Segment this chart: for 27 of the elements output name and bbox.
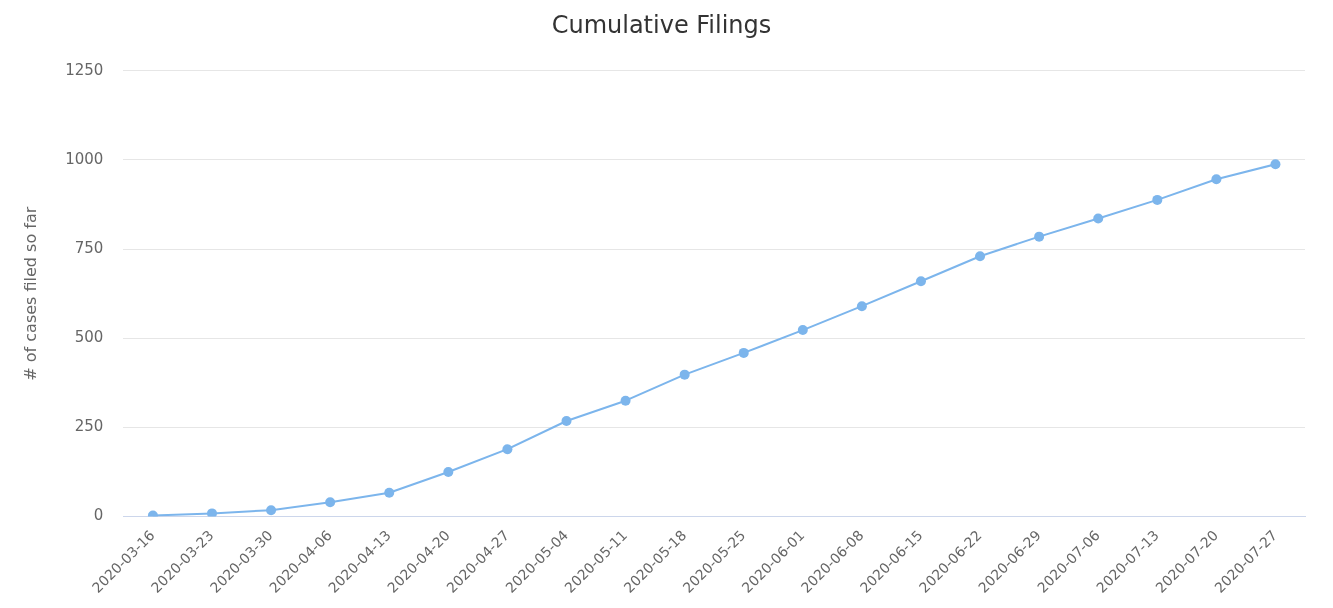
point	[915, 276, 926, 287]
point	[620, 395, 631, 406]
point	[502, 444, 513, 455]
point	[856, 301, 867, 312]
point	[561, 416, 572, 427]
chart-title: Cumulative Filings	[551, 10, 772, 39]
y-tick-label: 250	[74, 417, 104, 436]
point	[1152, 194, 1163, 205]
point	[1270, 159, 1281, 170]
y-tick-label: 500	[74, 328, 104, 347]
point	[384, 487, 395, 498]
y-tick-label: 1000	[65, 149, 104, 168]
point	[738, 347, 749, 358]
point	[207, 508, 217, 517]
point	[1034, 231, 1045, 242]
point	[325, 497, 336, 508]
y-tick-label: 1250	[65, 60, 104, 79]
point	[266, 505, 277, 516]
point	[1093, 213, 1104, 224]
point	[1211, 174, 1222, 185]
point	[443, 467, 454, 478]
point	[797, 325, 808, 336]
y-axis-title: # of cases filed so far	[20, 206, 40, 381]
y-tick-label: 750	[74, 239, 104, 258]
y-tick-label: 0	[93, 506, 104, 525]
point	[975, 251, 986, 262]
point	[679, 369, 690, 380]
